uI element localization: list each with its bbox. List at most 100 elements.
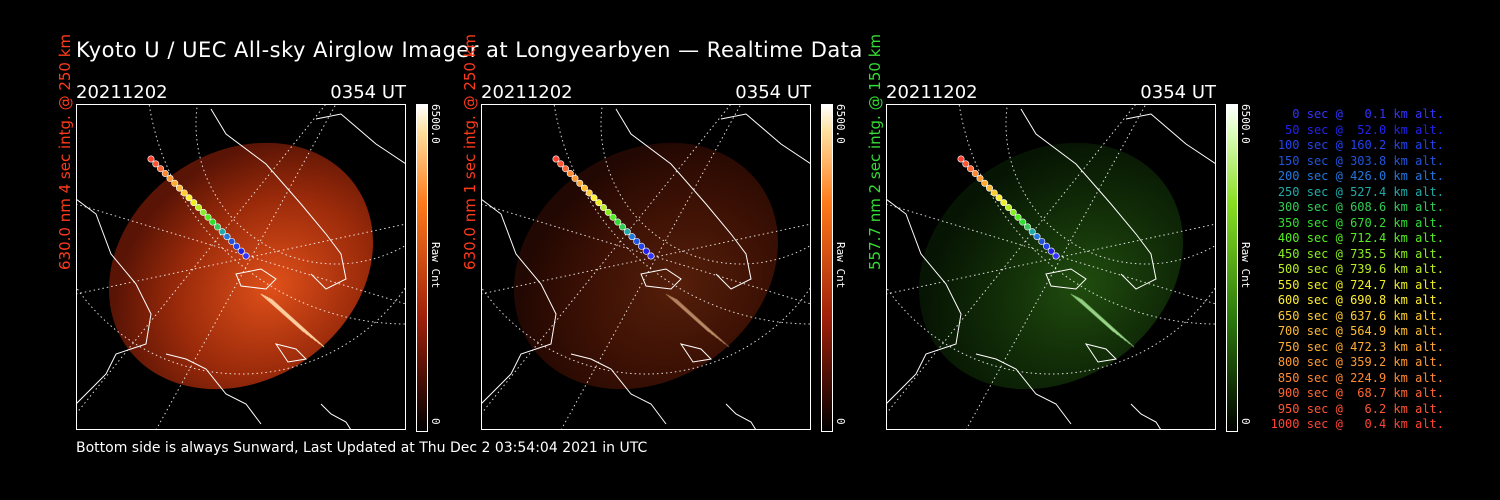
legend-row: 450 sec @ 735.5 km alt. [1277, 246, 1444, 261]
trajectory-point [571, 174, 579, 182]
panel-date: 20211202 [886, 82, 978, 103]
aurora-streak [665, 293, 710, 333]
coastline [615, 108, 752, 290]
trajectory-point [1009, 208, 1017, 216]
longitude-line [481, 104, 732, 415]
trajectory-point [1014, 213, 1022, 221]
colorbar [1226, 104, 1238, 432]
trajectory-point [614, 218, 622, 226]
aurora-streak [1078, 297, 1131, 345]
legend-row: 900 sec @ 68.7 km alt. [1277, 386, 1444, 400]
legend-row: 400 sec @ 712.4 km alt. [1277, 231, 1444, 245]
coastline [76, 198, 152, 405]
coastline [1084, 343, 1118, 363]
colorbar-max: 6500.0 [834, 104, 847, 144]
colorbar-min: 0 [429, 418, 442, 425]
trajectory-point [161, 170, 169, 178]
airglow-field [108, 142, 374, 390]
trajectory-point [609, 213, 617, 221]
legend-row: 850 sec @ 224.9 km alt. [1277, 370, 1444, 385]
airglow-panel-630-4sec: 20211202 0354 UT [76, 82, 406, 430]
trajectory-point [590, 194, 598, 202]
airglow-panel-557-2sec: 20211202 0354 UT [886, 82, 1216, 430]
trajectory-point [1028, 228, 1036, 236]
aurora-streak [673, 297, 726, 345]
aurora-streak [1076, 296, 1127, 342]
colorbar-min: 0 [1239, 418, 1252, 425]
trajectory-point [1000, 199, 1008, 207]
trajectory-point [1019, 218, 1027, 226]
trajectory-point [209, 218, 217, 226]
trajectory-point [962, 160, 970, 168]
legend-row: 800 sec @ 359.2 km alt. [1277, 355, 1444, 369]
legend-row: 500 sec @ 739.6 km alt. [1277, 262, 1444, 276]
trajectory-point [1052, 252, 1060, 260]
allsky-image [76, 104, 406, 430]
trajectory-point [604, 208, 612, 216]
panel-side-label: 557.7 nm 2 sec intg. @ 150 km [866, 33, 884, 270]
panel-time: 0354 UT [1140, 82, 1216, 103]
colorbar-min: 0 [834, 418, 847, 425]
coastline [570, 353, 667, 425]
allsky-image [481, 104, 811, 430]
panel-side-label: 630.0 nm 4 sec intg. @ 250 km [56, 33, 74, 270]
aurora-streak [1070, 293, 1115, 333]
trajectory-point [595, 199, 603, 207]
coastline [1020, 108, 1157, 290]
colorbar-unit: Raw Cnt [429, 242, 442, 289]
trajectory-point [628, 233, 636, 241]
coastline [975, 353, 1072, 425]
trajectory-point [1005, 204, 1013, 212]
aurora-streak [667, 294, 714, 336]
aurora-streak [671, 296, 722, 342]
trajectory-point [638, 242, 646, 250]
trajectory-point [1047, 247, 1055, 255]
trajectory-legend: 0 sec @ 0.1 km alt. 50 sec @ 52.0 km alt.… [1262, 107, 1444, 433]
trajectory-point [619, 223, 627, 231]
trajectory-point [185, 194, 193, 202]
coastline [1045, 268, 1087, 290]
trajectory-point [566, 170, 574, 178]
trajectory-point [981, 179, 989, 187]
trajectory-point [180, 189, 188, 197]
coastline [165, 353, 262, 425]
coastline [886, 198, 962, 405]
trajectory-point [552, 155, 560, 163]
coastline [274, 343, 308, 363]
legend-row: 300 sec @ 608.6 km alt. [1277, 200, 1444, 214]
aurora-streak [270, 298, 325, 348]
coastline [720, 113, 811, 165]
coastline [210, 108, 347, 290]
trajectory-point [1024, 223, 1032, 231]
trajectory-point [642, 247, 650, 255]
coastline [1125, 113, 1216, 165]
legend-row: 1000 sec @ 0.4 km alt. [1270, 417, 1444, 431]
airglow-field [918, 142, 1184, 390]
panel-time: 0354 UT [735, 82, 811, 103]
trajectory-point [176, 184, 184, 192]
trajectory-point [600, 204, 608, 212]
trajectory-point [976, 174, 984, 182]
trajectory-point [237, 247, 245, 255]
legend-row: 50 sec @ 52.0 km alt. [1285, 122, 1444, 137]
trajectory-point [557, 160, 565, 168]
trajectory-point [152, 160, 160, 168]
airglow-panel-630-1sec: 20211202 0354 UT [481, 82, 811, 430]
colorbar [821, 104, 833, 432]
trajectory-point [218, 228, 226, 236]
panel-time: 0354 UT [330, 82, 406, 103]
trajectory-point [1043, 242, 1051, 250]
legend-row: 250 sec @ 527.4 km alt. [1277, 184, 1444, 199]
colorbar-max: 6500.0 [1239, 104, 1252, 144]
coastline [320, 403, 352, 430]
trajectory-point [623, 228, 631, 236]
trajectory-point [995, 194, 1003, 202]
trajectory-point [147, 155, 155, 163]
trajectory-point [214, 223, 222, 231]
trajectory-point [166, 174, 174, 182]
legend-row: 700 sec @ 564.9 km alt. [1277, 324, 1444, 338]
airglow-field [513, 142, 779, 390]
coastline [679, 343, 713, 363]
aurora-streak [669, 295, 718, 339]
trajectory-point [562, 165, 570, 173]
